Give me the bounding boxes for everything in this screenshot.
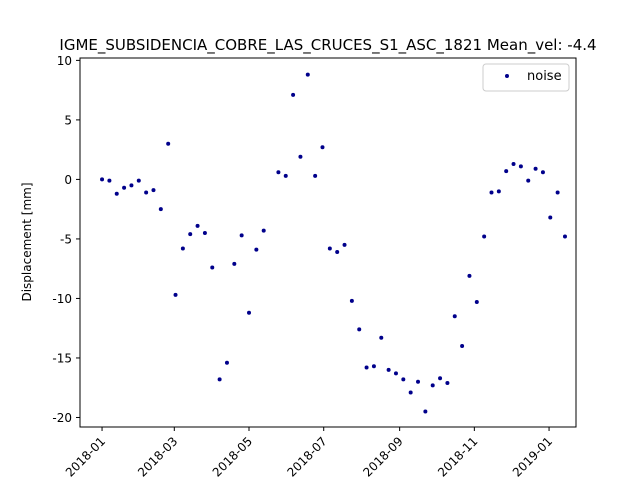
data-point (401, 377, 406, 382)
y-tick-label: -15 (52, 351, 72, 365)
data-point (298, 154, 303, 159)
data-point (151, 188, 156, 193)
x-tick-label: 2018-11 (435, 434, 480, 479)
y-tick-label: -5 (60, 232, 72, 246)
data-point (423, 409, 428, 414)
y-axis-label: Displacement [mm] (20, 182, 34, 301)
y-tick-label: -10 (52, 292, 72, 306)
data-point (393, 371, 398, 376)
data-point (342, 242, 347, 247)
data-point (482, 234, 487, 239)
data-point (224, 360, 229, 365)
data-point (548, 215, 553, 220)
data-point (416, 379, 421, 384)
data-point (166, 141, 171, 146)
data-point (511, 161, 516, 166)
data-point (232, 261, 237, 266)
x-tick-label: 2018-07 (284, 434, 329, 479)
legend-label: noise (527, 69, 562, 84)
data-point (261, 228, 266, 233)
data-point (283, 173, 288, 178)
plot-area-frame (79, 57, 577, 428)
x-tick-label: 2018-03 (135, 434, 180, 479)
data-point (247, 310, 252, 315)
y-tick-label: 10 (57, 54, 72, 68)
data-point (291, 92, 296, 97)
x-tick-label: 2018-09 (360, 434, 405, 479)
data-point (305, 72, 310, 77)
data-point (349, 298, 354, 303)
legend: noise (482, 63, 570, 92)
data-point (555, 190, 560, 195)
x-tick-label: 2019-01 (510, 434, 555, 479)
data-point (371, 364, 376, 369)
data-point (467, 273, 472, 278)
data-point (122, 185, 127, 190)
y-tick-label: -20 (52, 411, 72, 425)
data-point (107, 178, 112, 183)
y-tick-label: 0 (64, 173, 72, 187)
data-point (313, 173, 318, 178)
data-point (335, 250, 340, 255)
data-point (504, 169, 509, 174)
data-point (438, 376, 443, 381)
data-point (452, 314, 457, 319)
data-point (327, 246, 332, 251)
data-point (533, 166, 538, 171)
x-tick-label: 2018-01 (63, 434, 108, 479)
data-point (445, 380, 450, 385)
data-point (144, 190, 149, 195)
data-point (195, 223, 200, 228)
data-point (136, 178, 141, 183)
data-point (173, 292, 178, 297)
legend-box (482, 63, 570, 92)
data-point (460, 344, 465, 349)
data-point (254, 247, 259, 252)
data-point (562, 234, 567, 239)
legend-marker (505, 74, 509, 78)
data-point (100, 177, 105, 182)
y-tick-label: 5 (64, 113, 72, 127)
data-point (158, 207, 163, 212)
data-point (474, 300, 479, 305)
data-point (188, 232, 193, 237)
data-points (100, 72, 567, 414)
data-point (239, 233, 244, 238)
data-point (217, 377, 222, 382)
data-point (386, 367, 391, 372)
y-axis: 10 5 0 -5 -10 -15 -20 (52, 54, 80, 425)
x-tick-label: 2018-05 (210, 434, 255, 479)
chart-title: IGME_SUBSIDENCIA_COBRE_LAS_CRUCES_S1_ASC… (59, 36, 596, 55)
data-point (180, 246, 185, 251)
x-axis: 2018-01 2018-03 2018-05 2018-07 2018-09 2018-… (63, 427, 555, 480)
data-point (540, 170, 545, 175)
data-point (276, 170, 281, 175)
data-point (202, 230, 207, 235)
data-point (489, 190, 494, 195)
data-point (320, 145, 325, 150)
data-point (496, 189, 501, 194)
data-point (408, 390, 413, 395)
data-point (210, 265, 215, 270)
data-point (526, 178, 531, 183)
data-point (430, 383, 435, 388)
data-point (364, 365, 369, 370)
data-point (129, 183, 134, 188)
data-point (357, 327, 362, 332)
data-point (518, 164, 523, 169)
data-point (114, 191, 119, 196)
data-point (379, 335, 384, 340)
